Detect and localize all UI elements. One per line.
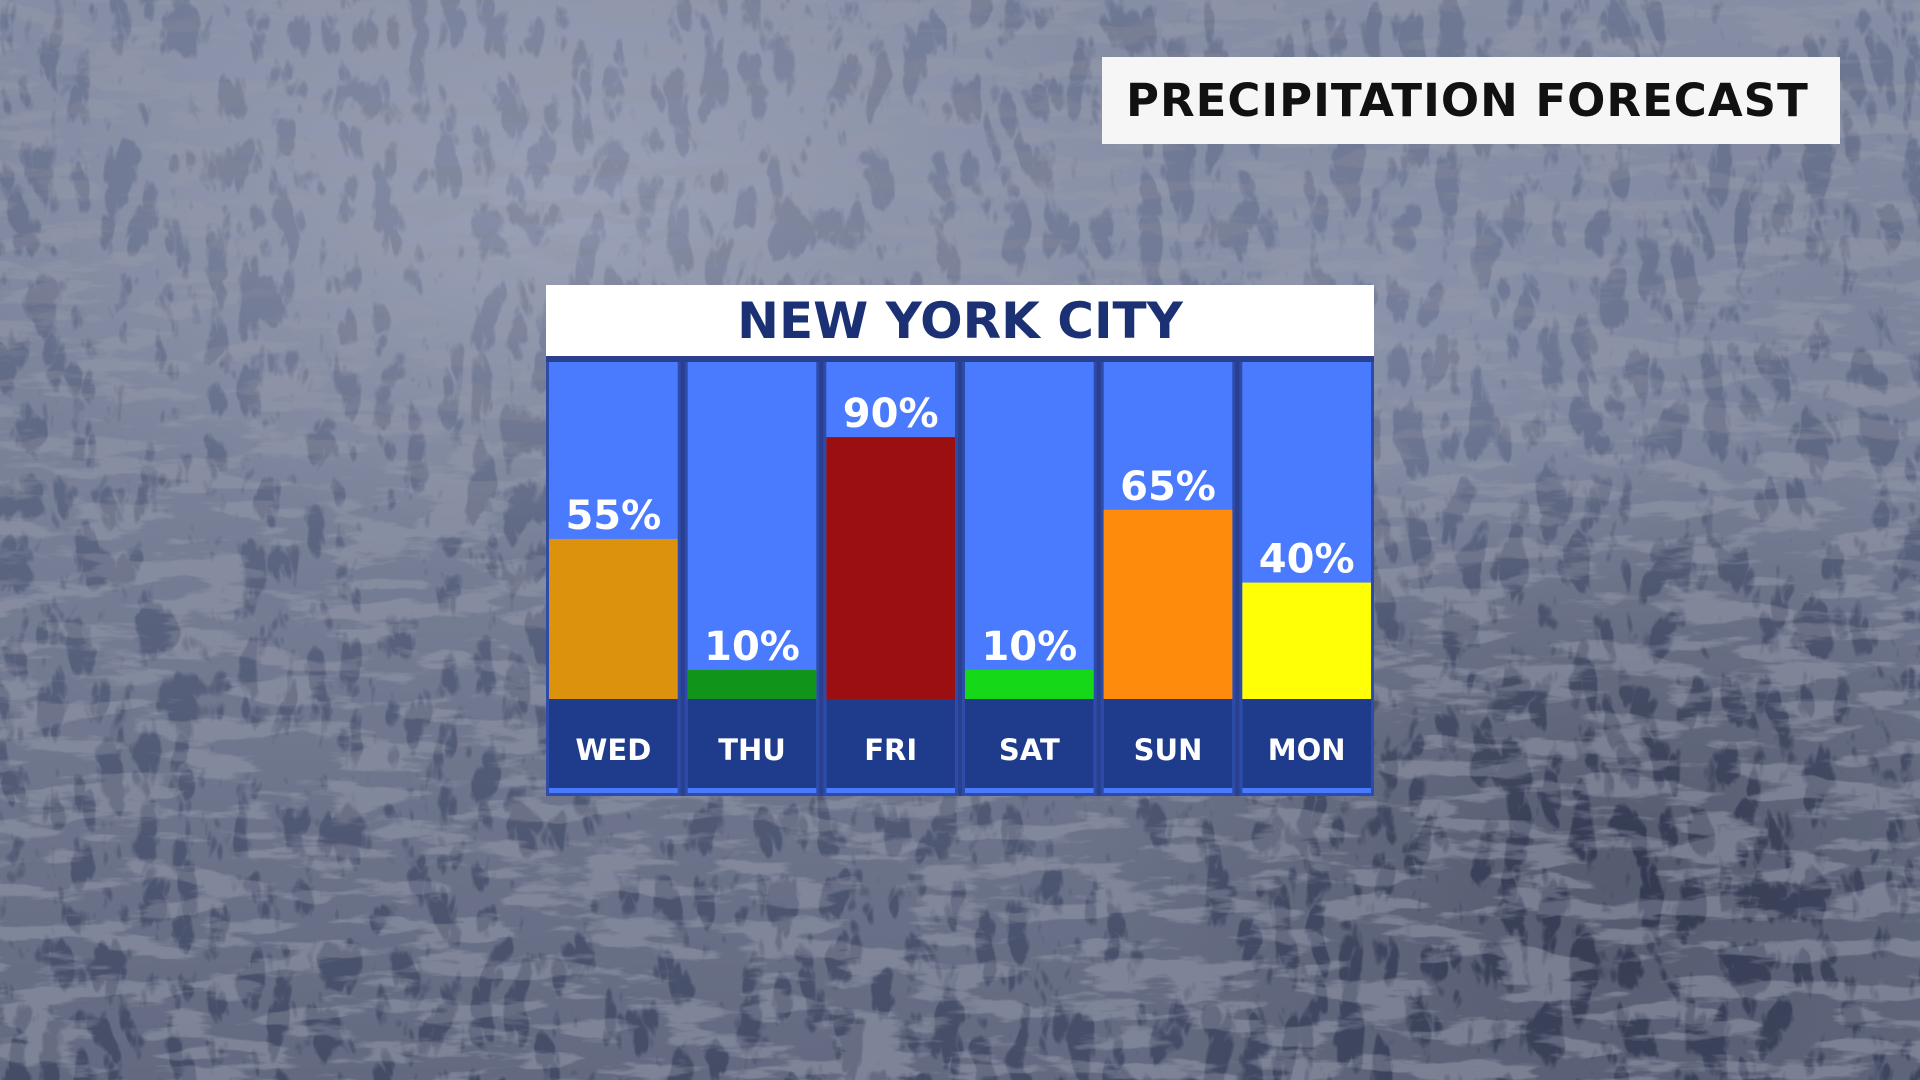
value-label-sun: 65%	[1120, 464, 1216, 510]
forecast-title-banner: PRECIPITATION FORECAST	[1102, 57, 1840, 144]
location-header: NEW YORK CITY	[546, 285, 1374, 356]
value-label-mon: 40%	[1259, 537, 1355, 583]
day-label-sat: SAT	[999, 733, 1060, 767]
chart-frame	[546, 356, 1374, 796]
day-label-band	[1103, 699, 1233, 788]
day-label-band	[549, 699, 678, 788]
day-label-band	[826, 699, 955, 788]
value-label-sat: 10%	[981, 624, 1077, 670]
day-label-band	[965, 699, 1094, 788]
day-label-wed: WED	[575, 733, 651, 767]
day-label-mon: MON	[1268, 733, 1346, 767]
precipitation-bar-chart: 55% WED 10% THU 90% FRI 10% SAT 65% SUN 40% MON	[546, 356, 1374, 796]
bar-thu	[687, 669, 817, 699]
value-label-fri: 90%	[843, 391, 939, 437]
day-label-thu: THU	[718, 733, 786, 767]
day-label-fri: FRI	[864, 733, 917, 767]
forecast-title: PRECIPITATION FORECAST	[1126, 74, 1809, 127]
day-label-band	[1242, 699, 1371, 788]
bar-fri	[826, 437, 955, 699]
location-title: NEW YORK CITY	[737, 291, 1183, 350]
bar-mon	[1242, 582, 1371, 699]
value-label-thu: 10%	[704, 624, 800, 670]
day-label-sun: SUN	[1134, 733, 1203, 767]
bar-sat	[965, 669, 1094, 699]
day-label-band	[687, 699, 817, 788]
bar-sun	[1103, 509, 1233, 699]
bar-wed	[549, 538, 678, 699]
value-label-wed: 55%	[565, 493, 661, 539]
